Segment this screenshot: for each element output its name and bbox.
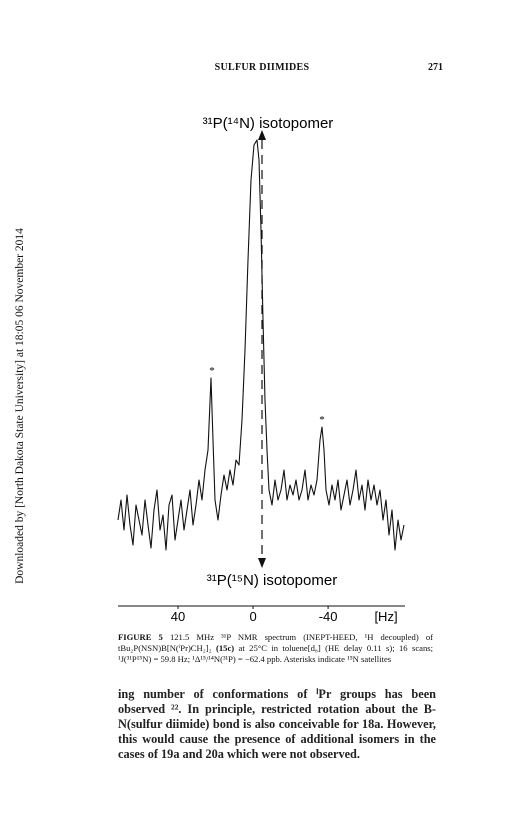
body-text: which were not observed.: [223, 747, 360, 761]
body-text: and: [179, 747, 206, 761]
bottom-label: ³¹P(¹⁵N) isotopomer: [207, 572, 337, 589]
caption-label: FIGURE 5: [118, 632, 163, 642]
body-text: ing number of conformations of ⁱPr group…: [118, 687, 436, 731]
asterisk: *: [209, 365, 215, 377]
body-paragraph: ing number of conformations of ⁱPr group…: [118, 687, 436, 762]
body-text: . However, this would cause the presence…: [118, 717, 436, 761]
compound-ref: (15c): [216, 643, 235, 653]
caption-text: 121.5 MHz ³¹P NMR spectrum (INEPT-HEED, …: [118, 632, 433, 653]
figure-caption: FIGURE 5 121.5 MHz ³¹P NMR spectrum (INE…: [118, 632, 433, 665]
download-note: Downloaded by [North Dakota State Univer…: [14, 228, 26, 584]
caption-text: at 25°C in toluene[d₈] (HE delay 0.11 s)…: [118, 643, 434, 664]
spectrum-trace: [117, 139, 405, 551]
x-tick-label: 40: [171, 609, 185, 624]
x-tick-label: 0: [249, 609, 256, 624]
arrow-head: [258, 130, 266, 140]
compound-ref: 18a: [361, 717, 381, 731]
compound-ref: 19a: [161, 747, 180, 761]
arrow-head: [258, 558, 266, 568]
top-label: ³¹P(¹⁴N) isotopomer: [203, 115, 334, 132]
x-tick-label: -40: [319, 609, 338, 624]
x-unit: [Hz]: [374, 609, 397, 624]
page-number: 271: [428, 62, 443, 73]
running-title: SULFUR DIIMIDES: [214, 62, 310, 73]
asterisk: *: [319, 414, 325, 426]
compound-ref: 20a: [205, 747, 224, 761]
